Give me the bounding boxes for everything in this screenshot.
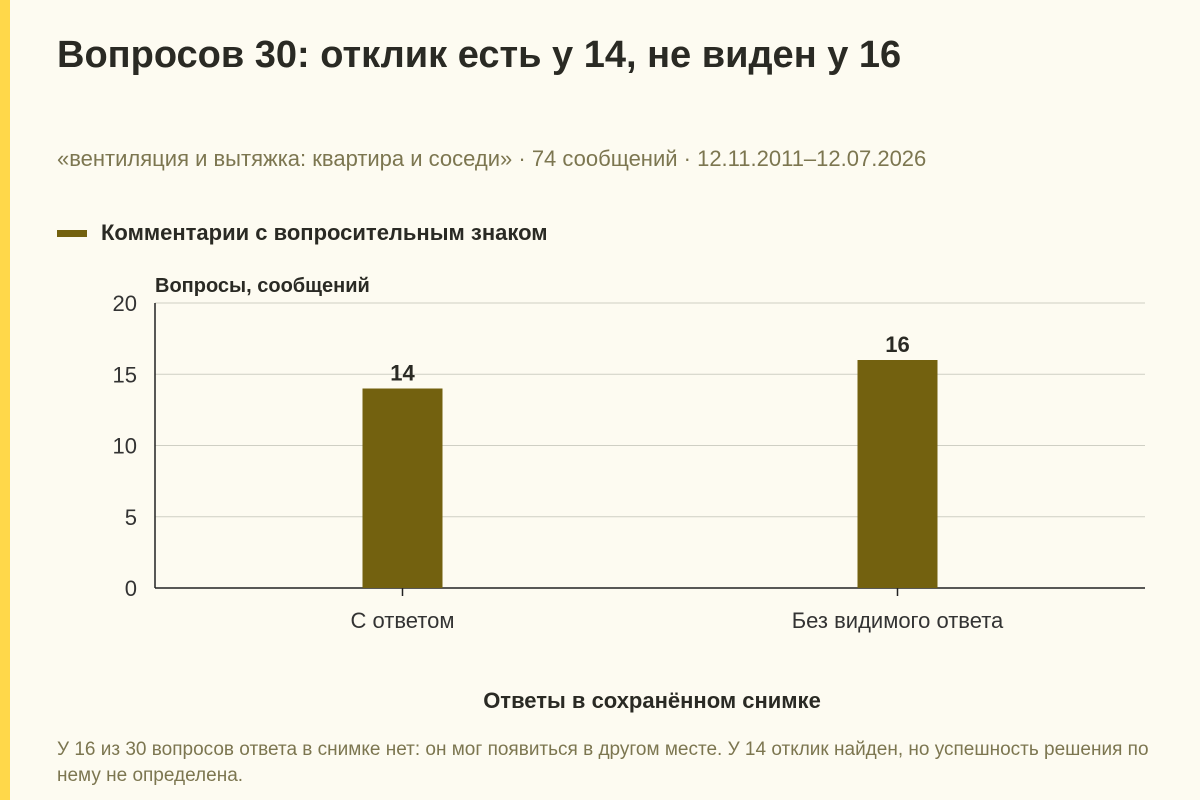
chart-title: Вопросов 30: отклик есть у 14, не виден … [57,34,902,76]
legend: Комментарии с вопросительным знаком [57,220,548,246]
y-tick-label: 5 [125,505,137,530]
bar [857,360,938,588]
data-label: 16 [885,332,909,357]
footnote: У 16 из 30 вопросов ответа в снимке нет:… [57,739,1149,786]
x-tick-label: Без видимого ответа [792,608,1004,633]
bar-chart: 0 5 10 15 20 Вопросы, сообщений 14 С ответом 16 Б… [113,275,1145,713]
x-axis-label: Ответы в сохранённом снимке [483,688,821,713]
legend-label: Комментарии с вопросительным знаком [101,220,548,245]
data-label: 14 [390,361,415,386]
bar [362,388,443,588]
y-axis-label: Вопросы, сообщений [155,275,370,297]
y-tick-label: 15 [113,362,137,387]
y-tick-label: 0 [125,576,137,601]
accent-stripe [0,0,10,800]
y-tick-label: 20 [113,291,137,316]
x-tick-label: С ответом [351,608,455,633]
legend-swatch [57,229,87,237]
chart-subtitle: «вентиляция и вытяжка: квартира и соседи… [57,146,927,171]
y-tick-label: 10 [113,434,137,459]
